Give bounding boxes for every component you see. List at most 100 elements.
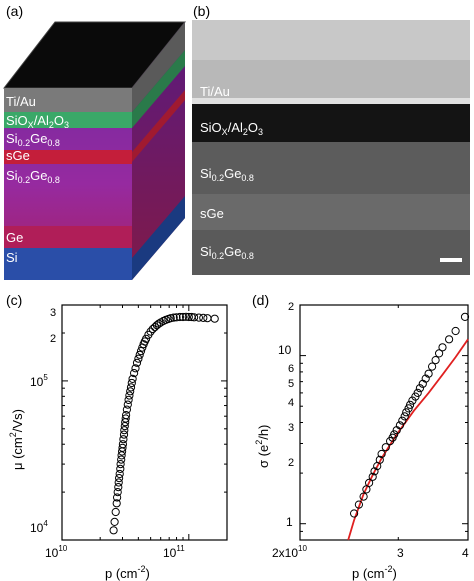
chart-d-data-point (406, 400, 415, 409)
tem-image (192, 20, 470, 275)
chart-c-data-point (194, 313, 203, 322)
chart-c-data-point (126, 383, 136, 392)
chart-c-data-point (142, 334, 151, 343)
chart-c-frame (61, 304, 228, 541)
chart-c-data-point (115, 474, 124, 483)
chart-c-ylabel: μ (cm2/Vs) (8, 409, 25, 470)
chart-d-data-point (370, 467, 379, 476)
chart-c-data-point (122, 405, 132, 414)
chart-d-data-point (377, 449, 386, 459)
chart-d-xtick-1: 2x1010 (272, 544, 307, 560)
chart-c-data-point (172, 313, 181, 322)
stack-label-sige-top: Si0.2Ge0.8 (6, 131, 60, 148)
chart-c-data-point (199, 313, 208, 322)
chart-c-data-point (135, 350, 144, 359)
chart-d-data-point (381, 443, 390, 452)
chart-c-data-point (118, 443, 127, 452)
chart-d-data-point (354, 500, 363, 509)
tem-label-oxide: SiOX/Al2O3 (200, 120, 263, 137)
chart-c-data-point (119, 430, 129, 439)
chart-d-data-point (395, 421, 404, 430)
chart-d-data-point (424, 369, 433, 378)
tem-label-sige-top: Si0.2Ge0.8 (200, 166, 254, 183)
chart-c-data-point (119, 435, 128, 444)
chart-c-data-point (120, 426, 129, 435)
chart-mobility: 1010 1011 104 105 2 3 p (cm-2) μ (cm2/Vs… (8, 304, 228, 581)
chart-c-data-point (116, 460, 125, 469)
chart-d-data-point (421, 374, 430, 383)
chart-d-ytick-7: 10 (278, 343, 292, 357)
chart-d-ytick-3: 3 (288, 422, 294, 434)
chart-d-data-point (445, 335, 454, 344)
chart-d-data-point (435, 349, 444, 358)
chart-c-data-point (181, 312, 191, 321)
stack-front-sge (4, 150, 132, 164)
chart-d-data-point (400, 412, 409, 421)
chart-d-ytick-1: 1 (286, 515, 293, 529)
tem-label-sge: sGe (200, 206, 224, 221)
chart-d-ytick-5: 5 (288, 378, 294, 390)
chart-d-ytick-4: 4 (288, 397, 294, 409)
chart-c-data-point (114, 483, 123, 492)
chart-c-data-point (210, 314, 219, 323)
chart-c-data-point (126, 387, 135, 396)
stack-side-si (132, 196, 185, 280)
chart-d-fit-line (347, 338, 469, 541)
chart-d-data-point (431, 356, 440, 365)
chart-c-data-point (123, 400, 132, 409)
chart-d-data-point (390, 430, 399, 439)
chart-d-data-point (375, 455, 384, 464)
chart-c-data-point (125, 391, 134, 400)
chart-d-data-point (359, 492, 368, 501)
chart-d-data-point (460, 312, 470, 321)
chart-c-data-point (113, 488, 122, 497)
chart-c-ytick-2: 105 (30, 373, 48, 389)
chart-c-data-point (128, 374, 137, 383)
chart-d-data-point (451, 326, 460, 336)
chart-c-xtick-2: 1011 (163, 544, 185, 560)
chart-c-data-point (134, 354, 143, 363)
chart-d-ytick-6: 6 (288, 363, 294, 375)
tem-label-sige-bottom: Si0.2Ge0.8 (200, 244, 254, 261)
chart-c-data-point (178, 312, 188, 322)
chart-c-data-point (117, 451, 126, 460)
chart-c-data-point (114, 478, 123, 487)
chart-c-data-point (175, 312, 184, 322)
stack-label-ge: Ge (6, 230, 23, 245)
chart-c-ytick-4: 3 (50, 307, 56, 319)
chart-d-frame (299, 304, 469, 541)
chart-d-ytick-2: 2 (288, 457, 294, 469)
chart-d-xtick-3: 4 (462, 546, 469, 560)
tem-label-tiau: Ti/Au (200, 84, 230, 99)
stack-label-si: Si (6, 250, 18, 265)
chart-c-data-point (110, 517, 119, 527)
chart-c-data-point (111, 507, 120, 517)
chart-d-ylabel: σ (e2/h) (254, 425, 271, 468)
chart-c-data-point (118, 440, 128, 449)
chart-conductivity: 2x1010 3 4 1 2 3 4 5 6 10 2 p (cm-2) σ (… (254, 301, 470, 581)
chart-d-data-point (428, 362, 437, 371)
chart-c-data-point (190, 313, 199, 322)
stack-label-tiau: Ti/Au (6, 94, 36, 109)
chart-d-data-point (365, 478, 374, 487)
chart-c-data-point (154, 319, 163, 328)
panel-label-c: (c) (6, 292, 23, 308)
scale-bar (440, 258, 462, 262)
chart-c-data-point (146, 327, 155, 336)
chart-d-xlabel: p (cm-2) (352, 564, 397, 581)
panel-label-a: (a) (6, 3, 24, 19)
chart-c-xlabel: p (cm-2) (105, 564, 150, 581)
stack-label-sge: sGe (6, 148, 30, 163)
stack-side-sge (132, 90, 185, 162)
stack-label-sige-bottom: Si0.2Ge0.8 (6, 168, 60, 185)
chart-d-data-point (413, 388, 422, 397)
chart-c-data-point (130, 369, 139, 378)
stack-front-oxide (4, 112, 132, 128)
chart-d-ytick-8: 2 (288, 301, 294, 313)
chart-c-data-point (109, 526, 118, 535)
chart-d-data-point (350, 509, 359, 518)
chart-c-data-point (132, 358, 142, 367)
chart-c-data-point (127, 378, 136, 388)
stack-front-metal (4, 88, 132, 112)
chart-d-data-point (398, 416, 407, 425)
